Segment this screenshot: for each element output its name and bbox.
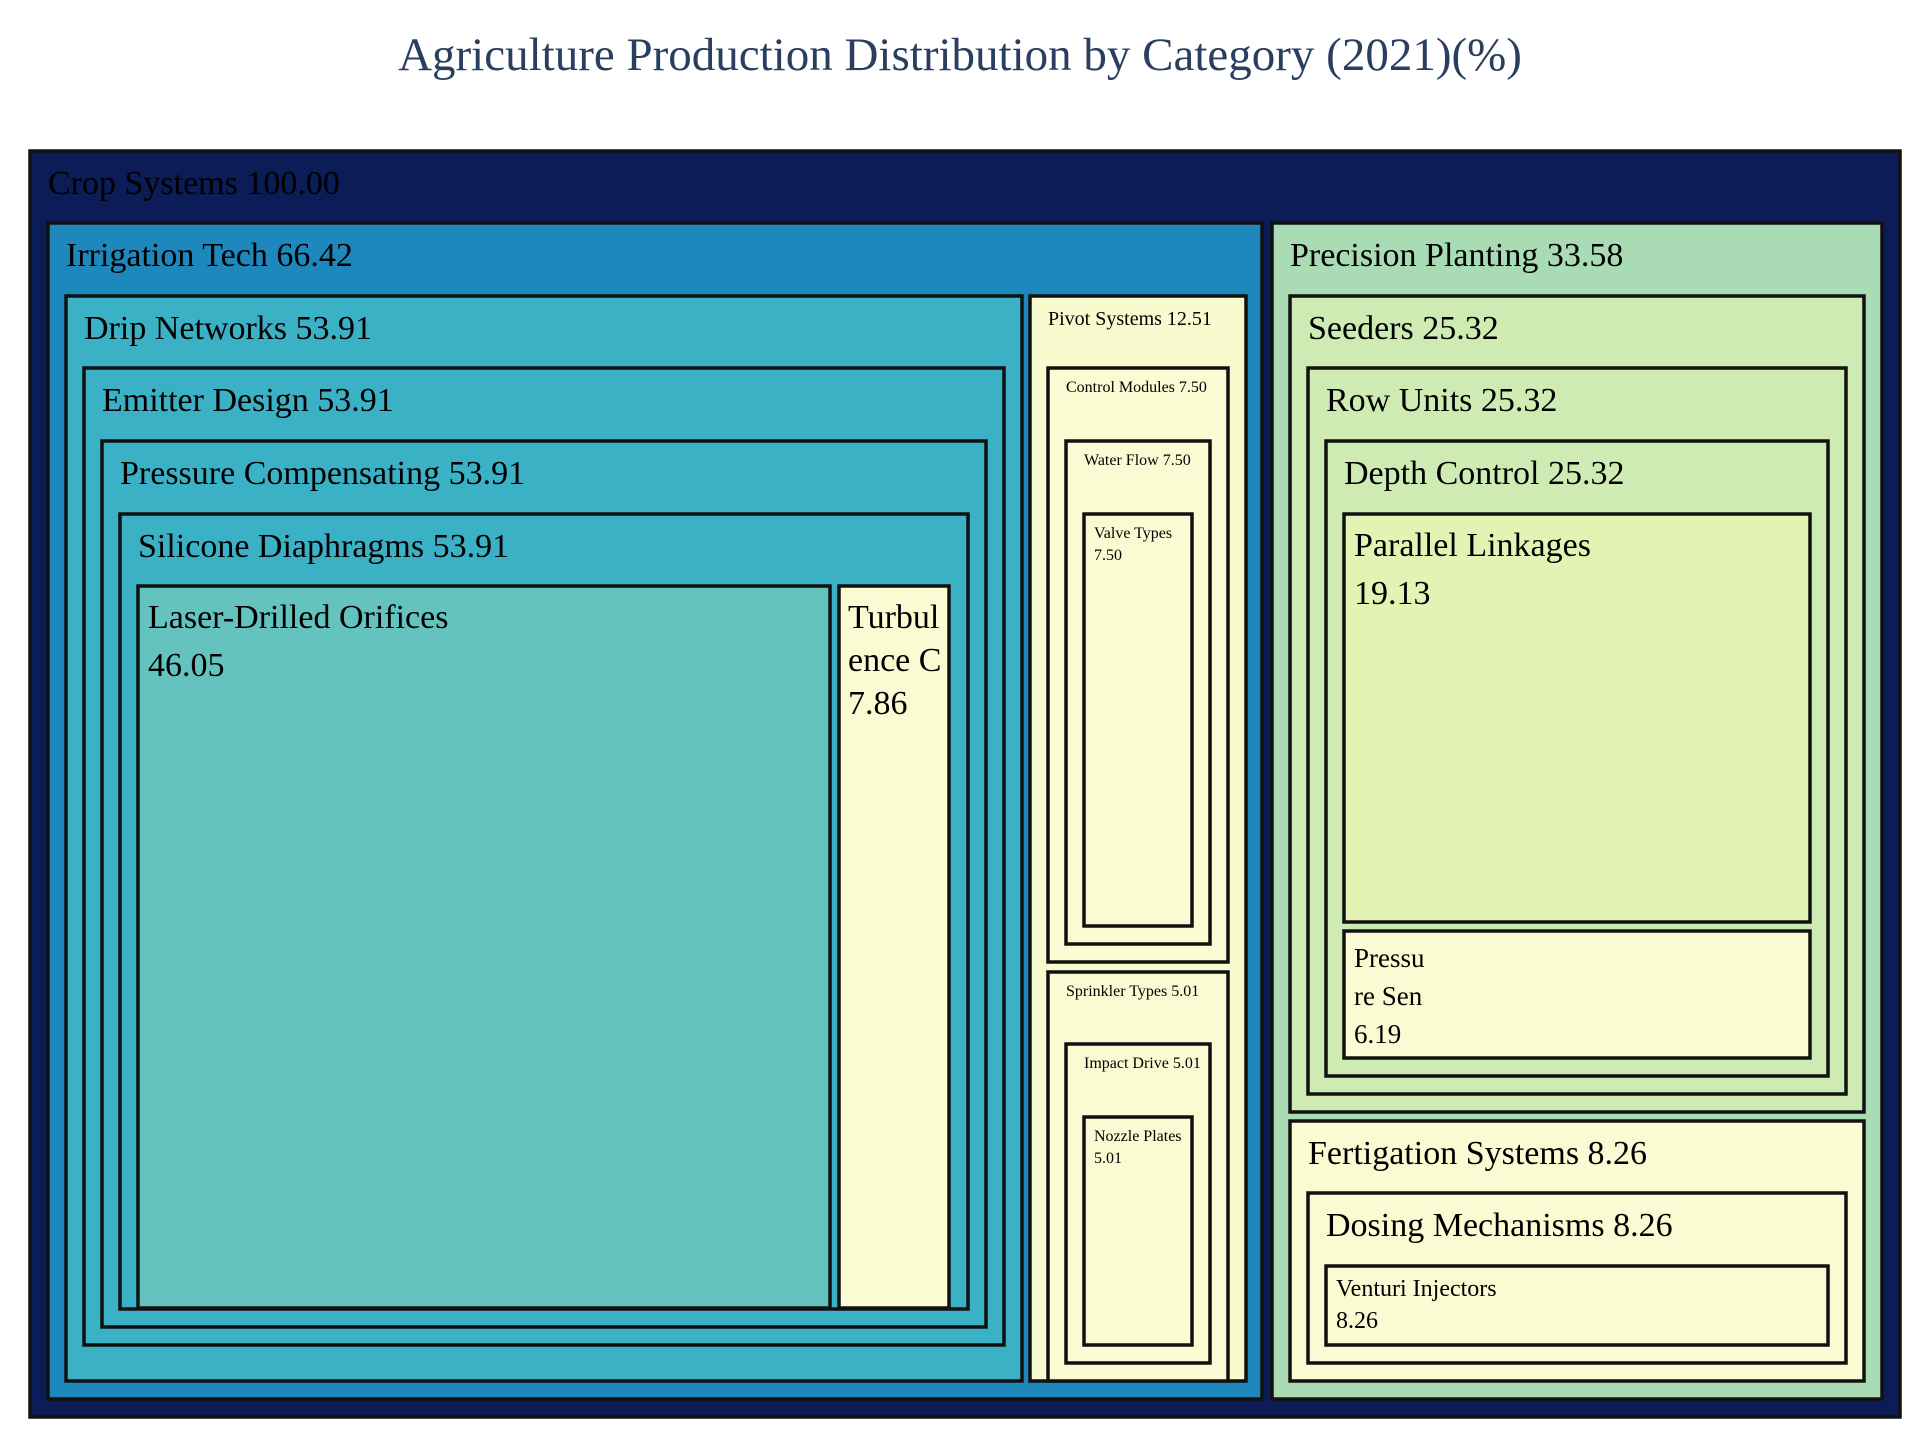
treemap-node-laser-drilled-orifices-label: Laser-Drilled Orifices 46.05: [148, 599, 448, 684]
treemap-node-precision-planting-label: Precision Planting 33.58: [1290, 237, 1623, 274]
treemap-node-fertigation-systems-label: Fertigation Systems 8.26: [1308, 1135, 1647, 1172]
treemap-node-nozzle-plates[interactable]: Nozzle Plates 5.01: [1082, 1115, 1194, 1347]
treemap-node-silicone-diaphragms-label: Silicone Diaphragms 53.91: [138, 528, 509, 565]
treemap-node-pressure-compensating-label: Pressure Compensating 53.91: [120, 455, 525, 492]
treemap-node-venturi-injectors-label: Venturi Injectors 8.26: [1336, 1276, 1497, 1334]
treemap-node-laser-drilled-orifices-rect: [136, 584, 832, 1310]
treemap-node-emitter-design-label: Emitter Design 53.91: [102, 382, 394, 419]
treemap-node-venturi-injectors[interactable]: Venturi Injectors 8.26: [1324, 1264, 1830, 1347]
treemap-node-parallel-linkages[interactable]: Parallel Linkages 19.13: [1342, 512, 1812, 924]
treemap-node-nozzle-plates-rect: [1082, 1115, 1194, 1347]
treemap-node-pressure-sen-rect: [1342, 929, 1812, 1060]
chart-title: Agriculture Production Distribution by C…: [398, 29, 1522, 81]
treemap-node-row-units-label: Row Units 25.32: [1326, 382, 1557, 419]
treemap-node-pressure-sen[interactable]: Pressu re Sen 6.19: [1342, 929, 1812, 1060]
treemap-node-venturi-injectors-rect: [1324, 1264, 1830, 1347]
treemap-node-parallel-linkages-label: Parallel Linkages 19.13: [1354, 527, 1591, 612]
treemap-node-drip-networks-label: Drip Networks 53.91: [84, 310, 372, 347]
treemap-node-turbulence-c-rect: [837, 584, 951, 1310]
treemap-node-impact-drive-label: Impact Drive 5.01: [1084, 1055, 1201, 1072]
treemap-node-depth-control-label: Depth Control 25.32: [1344, 455, 1624, 492]
treemap-node-control-modules-label: Control Modules 7.50: [1066, 379, 1207, 396]
treemap-node-turbulence-c[interactable]: Turbul ence C 7.86: [837, 584, 951, 1310]
treemap-node-sprinkler-types-label: Sprinkler Types 5.01: [1066, 983, 1199, 1000]
treemap-node-nozzle-plates-label: Nozzle Plates 5.01: [1094, 1128, 1182, 1167]
treemap-node-turbulence-c-label: Turbul ence C 7.86: [848, 599, 941, 722]
treemap-node-valve-types-label: Valve Types 7.50: [1094, 525, 1172, 564]
treemap-node-pressure-sen-label: Pressu re Sen 6.19: [1354, 943, 1425, 1049]
treemap-node-valve-types[interactable]: Valve Types 7.50: [1082, 512, 1194, 928]
treemap-node-pivot-systems-label: Pivot Systems 12.51: [1048, 308, 1212, 330]
treemap-node-laser-drilled-orifices[interactable]: Laser-Drilled Orifices 46.05: [136, 584, 832, 1310]
treemap-node-valve-types-rect: [1082, 512, 1194, 928]
treemap-node-seeders-label: Seeders 25.32: [1308, 310, 1499, 347]
treemap-node-dosing-mechanisms-label: Dosing Mechanisms 8.26: [1326, 1207, 1673, 1244]
treemap-node-parallel-linkages-rect: [1342, 512, 1812, 924]
treemap-node-water-flow-label: Water Flow 7.50: [1084, 452, 1191, 469]
treemap-node-crop-systems-label: Crop Systems 100.00: [48, 165, 340, 202]
treemap-node-irrigation-tech-label: Irrigation Tech 66.42: [66, 237, 353, 274]
